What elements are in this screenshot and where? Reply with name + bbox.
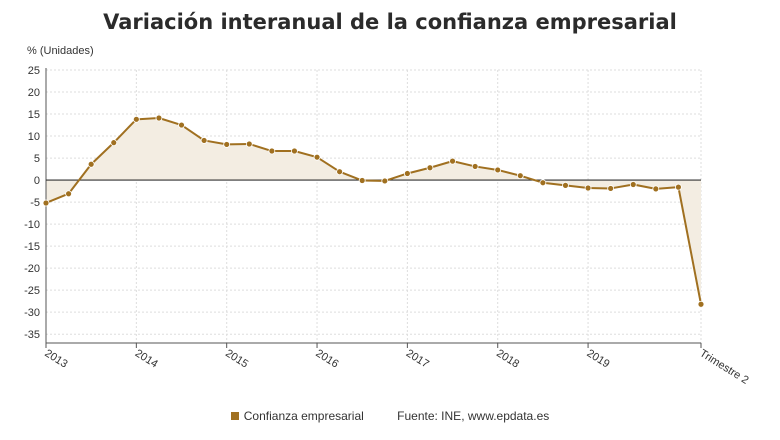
y-tick-label: 15 xyxy=(28,109,40,121)
axes xyxy=(45,68,702,348)
y-tick-label: -30 xyxy=(24,307,40,319)
data-point xyxy=(313,153,321,161)
x-tick-label: 2016 xyxy=(313,347,340,370)
data-point xyxy=(697,300,705,308)
chart-title: Variación interanual de la confianza emp… xyxy=(103,10,677,34)
data-point xyxy=(607,185,615,192)
data-point xyxy=(675,183,682,191)
y-tick-label: -35 xyxy=(24,329,40,341)
data-point xyxy=(652,185,660,193)
area-fill-layer xyxy=(46,117,701,305)
data-point xyxy=(178,121,185,129)
data-point xyxy=(65,190,72,198)
x-tick-label: 2014 xyxy=(133,347,160,370)
y-tick-label: -15 xyxy=(24,241,40,253)
y-tick-labels: 25 20 15 10 5 0 -5 -10 -15 -20 -25 -30 -35 xyxy=(24,65,40,341)
legend-label: Confianza empresarial xyxy=(243,409,364,423)
y-tick-label: 0 xyxy=(34,175,40,187)
x-tick-label: Trimestre 2 xyxy=(697,347,750,386)
legend-item-confianza: Confianza empresarial xyxy=(230,409,364,423)
x-tick-label: 2017 xyxy=(404,347,431,370)
data-point xyxy=(200,137,208,144)
x-tick-labels: 2013 2014 2015 2016 2017 2018 2019 Trimestre 2 xyxy=(42,347,750,386)
data-points xyxy=(42,114,705,308)
data-point xyxy=(268,147,276,155)
data-point xyxy=(539,179,547,187)
x-tick-label: 2013 xyxy=(42,347,69,370)
x-tick-label: 2015 xyxy=(223,347,250,370)
data-point xyxy=(562,181,569,189)
x-tick-label: 2019 xyxy=(584,347,611,370)
data-point xyxy=(87,160,95,168)
data-point xyxy=(358,177,366,184)
data-point xyxy=(629,181,637,188)
data-point xyxy=(494,166,502,174)
data-point xyxy=(42,199,50,207)
series-line-layer xyxy=(45,116,702,305)
data-point xyxy=(336,168,344,176)
series-line-confianza xyxy=(45,116,702,305)
y-tick-label: -10 xyxy=(24,219,40,231)
data-point xyxy=(132,115,140,123)
y-tick-label: -5 xyxy=(30,197,40,209)
y-axis-label: % (Unidades) xyxy=(27,45,94,57)
data-point xyxy=(403,170,411,177)
source-note: Fuente: INE, www.epdata.es xyxy=(397,409,550,423)
data-point xyxy=(223,141,231,148)
data-point xyxy=(155,114,163,122)
y-tick-label: 5 xyxy=(34,153,40,165)
data-point xyxy=(291,147,298,155)
legend: Confianza empresarial Fuente: INE, www.e… xyxy=(0,409,780,423)
data-point xyxy=(584,184,592,192)
data-point xyxy=(516,172,524,180)
data-point xyxy=(449,157,456,165)
data-point xyxy=(381,177,389,185)
data-point xyxy=(471,163,479,170)
grid-lines xyxy=(45,69,702,343)
y-tick-label: 25 xyxy=(28,65,40,77)
y-tick-label: 20 xyxy=(28,87,40,99)
area-fill xyxy=(46,117,701,305)
y-tick-label: -25 xyxy=(24,285,40,297)
data-point xyxy=(245,140,253,148)
data-point xyxy=(110,139,118,147)
y-tick-label: 10 xyxy=(28,131,40,143)
data-point xyxy=(426,164,434,172)
legend-swatch xyxy=(230,412,239,420)
y-tick-label: -20 xyxy=(24,263,40,275)
x-tick-label: 2018 xyxy=(494,347,521,370)
